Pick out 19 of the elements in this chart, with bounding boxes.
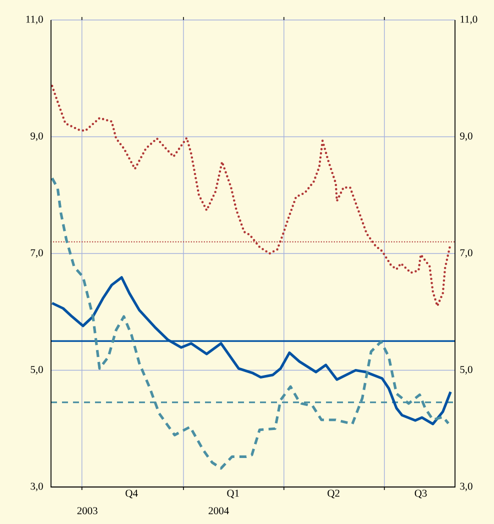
x-tick-label: Q1 <box>227 490 239 498</box>
line-series <box>50 84 452 308</box>
y2-tick-label: 11,0 <box>460 16 478 24</box>
y-tick-label: 5,0 <box>30 366 43 375</box>
text: 2003 <box>77 507 98 514</box>
x-tick-label: Q4 <box>126 490 138 498</box>
y-tick-label: 7,0 <box>30 249 43 258</box>
y-tick-label: 3,0 <box>30 482 43 492</box>
y-tick-label: 11,0 <box>26 16 43 24</box>
y2-tick-label: 9,0 <box>460 132 472 142</box>
line-series <box>50 176 450 470</box>
y-tick-label: 9,0 <box>30 132 43 142</box>
line-series <box>50 276 452 426</box>
text: 2004 <box>208 507 229 514</box>
y2-tick-label: 5,0 <box>460 366 472 375</box>
y2-tick-label: 7,0 <box>460 249 472 258</box>
y2-tick-label: 3,0 <box>460 482 472 492</box>
x-tick-label: Q2 <box>328 490 340 498</box>
x-tick-label: Q3 <box>414 490 427 498</box>
